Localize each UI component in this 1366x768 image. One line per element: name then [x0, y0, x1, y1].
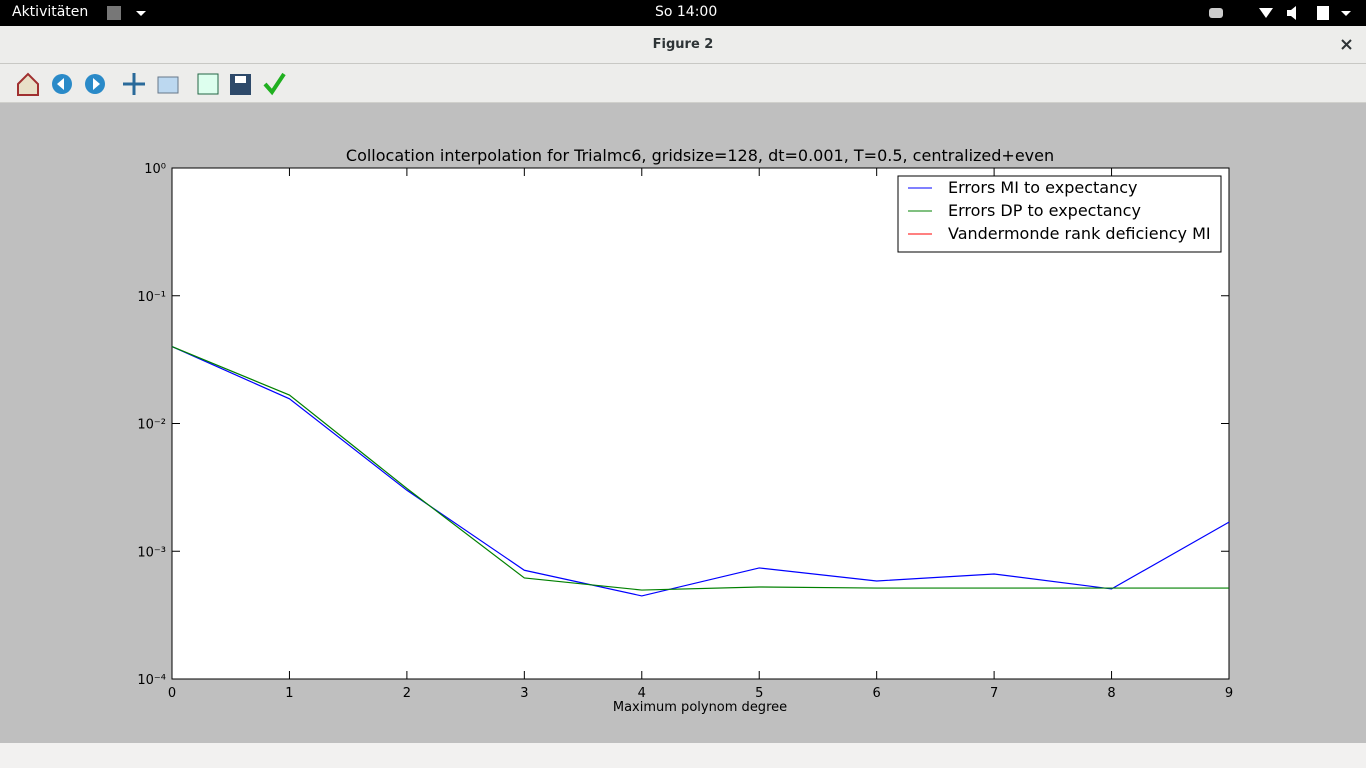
chart: Collocation interpolation for Trialmc6, …	[137, 146, 1233, 715]
x-axis-label: Maximum polynom degree	[613, 700, 787, 715]
x-tick-label: 2	[403, 686, 411, 701]
bottom-bar	[0, 743, 1366, 768]
figure: Collocation interpolation for Trialmc6, …	[0, 103, 1366, 743]
close-button[interactable]	[1340, 38, 1354, 52]
legend-label: Vandermonde rank deficiency MI	[948, 224, 1211, 243]
y-tick-label: 10⁻³	[137, 545, 166, 560]
legend-label: Errors MI to expectancy	[948, 178, 1138, 197]
status-icons[interactable]	[1205, 4, 1355, 22]
y-tick-label: 10⁻²	[137, 418, 166, 433]
forward-button[interactable]	[85, 74, 105, 94]
y-tick-label: 10⁰	[144, 162, 166, 177]
series-line	[171, 346, 1229, 591]
zoom-button[interactable]	[157, 76, 179, 94]
chart-title: Collocation interpolation for Trialmc6, …	[346, 146, 1054, 165]
x-tick-label: 4	[638, 686, 646, 701]
x-tick-label: 3	[520, 686, 528, 701]
y-tick-label: 10⁻⁴	[137, 673, 166, 688]
subplots-button[interactable]	[197, 73, 219, 95]
toolbar	[0, 64, 1366, 103]
app-menu[interactable]	[106, 5, 151, 21]
legend	[897, 175, 1222, 253]
series-line	[171, 346, 1230, 597]
x-tick-label: 8	[1107, 686, 1115, 701]
x-tick-label: 9	[1225, 686, 1233, 701]
window-title: Figure 2	[652, 37, 714, 52]
back-button[interactable]	[52, 74, 72, 94]
x-tick-label: 6	[873, 686, 881, 701]
clock[interactable]: So 14:00	[655, 4, 718, 20]
top-bar: Aktivitäten So 14:00	[0, 0, 1366, 26]
legend-label: Errors DP to expectancy	[948, 201, 1141, 220]
title-bar: Figure 2	[0, 26, 1366, 64]
y-tick-label: 10⁻¹	[137, 290, 166, 305]
plot-area	[171, 167, 1230, 680]
toolbar-icons	[17, 72, 286, 96]
pan-button[interactable]	[123, 73, 145, 95]
x-tick-label: 5	[755, 686, 763, 701]
x-tick-label: 0	[168, 686, 176, 701]
x-tick-label: 7	[990, 686, 998, 701]
x-tick-label: 1	[285, 686, 293, 701]
home-button[interactable]	[17, 72, 39, 96]
save-button[interactable]	[230, 74, 251, 95]
edit-button[interactable]	[263, 72, 286, 96]
activities[interactable]: Aktivitäten	[12, 4, 89, 20]
